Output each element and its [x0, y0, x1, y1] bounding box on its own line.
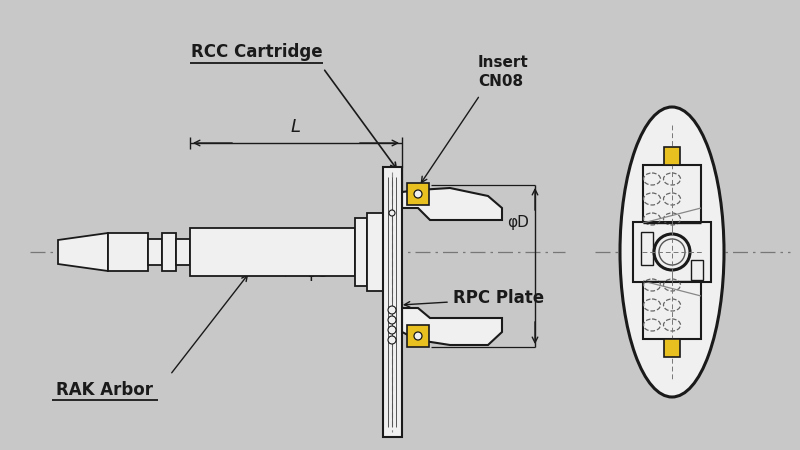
- Polygon shape: [108, 233, 148, 271]
- Bar: [633, 222, 711, 282]
- Bar: [641, 232, 653, 265]
- Polygon shape: [58, 233, 108, 271]
- Polygon shape: [402, 167, 502, 220]
- Circle shape: [388, 336, 396, 344]
- Text: φD: φD: [507, 215, 529, 230]
- Text: RPC Plate: RPC Plate: [453, 289, 544, 307]
- Circle shape: [388, 306, 396, 314]
- Bar: [691, 260, 703, 280]
- Polygon shape: [148, 239, 162, 265]
- Circle shape: [414, 190, 422, 198]
- Polygon shape: [176, 239, 190, 265]
- Bar: [664, 147, 680, 165]
- Polygon shape: [402, 302, 502, 345]
- Bar: [407, 183, 429, 205]
- Polygon shape: [367, 213, 383, 291]
- Circle shape: [659, 239, 685, 265]
- Circle shape: [389, 210, 395, 216]
- Text: RAK Arbor: RAK Arbor: [57, 381, 154, 399]
- Bar: [664, 339, 680, 357]
- Text: Insert
CN08: Insert CN08: [478, 55, 529, 89]
- Polygon shape: [162, 233, 176, 271]
- Bar: [407, 325, 429, 347]
- Bar: [383, 167, 402, 437]
- Text: RCC Cartridge: RCC Cartridge: [191, 43, 323, 61]
- Circle shape: [388, 326, 396, 334]
- Ellipse shape: [620, 107, 724, 397]
- Bar: [643, 165, 701, 339]
- Circle shape: [414, 332, 422, 340]
- Polygon shape: [190, 228, 355, 276]
- Text: φC: φC: [305, 263, 327, 281]
- Circle shape: [654, 234, 690, 270]
- Circle shape: [388, 316, 396, 324]
- Text: L: L: [291, 118, 301, 136]
- Polygon shape: [355, 218, 367, 286]
